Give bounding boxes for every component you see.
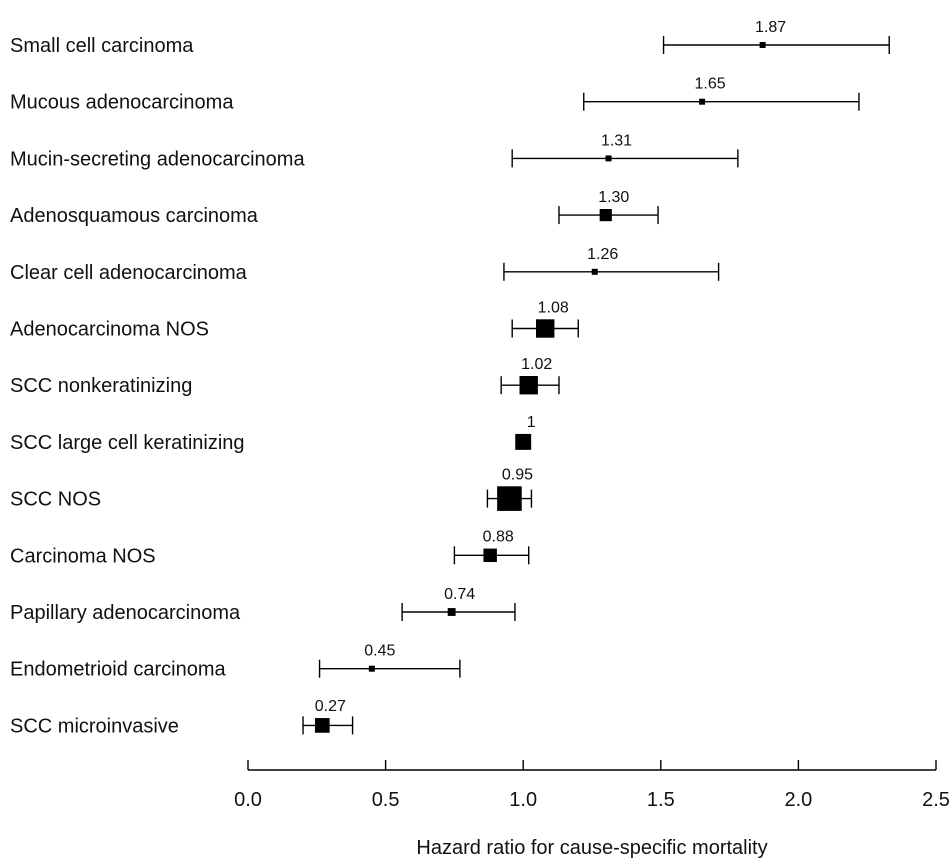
row-label: Papillary adenocarcinoma bbox=[10, 602, 241, 624]
hazard-ratio-marker bbox=[483, 548, 497, 563]
forest-row: Papillary adenocarcinoma 0.74 bbox=[10, 586, 516, 624]
x-tick-label: 2.0 bbox=[784, 789, 812, 811]
x-axis-title: Hazard ratio for cause-specific mortalit… bbox=[416, 837, 767, 859]
row-label: Adenocarcinoma NOS bbox=[10, 319, 209, 341]
hazard-ratio-value: 1.31 bbox=[601, 132, 632, 149]
forest-row: SCC microinvasive 0.27 bbox=[10, 698, 354, 737]
x-tick-label: 0.5 bbox=[372, 789, 400, 811]
hazard-ratio-value: 1.02 bbox=[521, 356, 552, 373]
x-tick-label: 2.5 bbox=[922, 789, 950, 811]
row-label: Endometrioid carcinoma bbox=[10, 659, 227, 681]
row-label: Mucin-secreting adenocarcinoma bbox=[10, 148, 305, 170]
hazard-ratio-marker bbox=[591, 268, 598, 275]
hazard-ratio-value: 1.65 bbox=[695, 76, 726, 93]
x-tick-label: 0.0 bbox=[234, 789, 262, 811]
row-label: Small cell carcinoma bbox=[10, 35, 194, 57]
row-label: Carcinoma NOS bbox=[10, 545, 156, 567]
hazard-ratio-marker bbox=[447, 608, 456, 616]
x-tick-label: 1.0 bbox=[509, 789, 537, 811]
forest-row: SCC NOS 0.95 bbox=[10, 466, 533, 511]
hazard-ratio-value: 0.27 bbox=[315, 698, 346, 715]
x-tick-label: 1.5 bbox=[647, 789, 675, 811]
row-label: SCC nonkeratinizing bbox=[10, 375, 192, 397]
forest-row: Mucous adenocarcinoma 1.65 bbox=[10, 76, 860, 114]
hazard-ratio-value: 0.74 bbox=[444, 586, 475, 603]
hazard-ratio-value: 1 bbox=[527, 414, 536, 431]
forest-row: Carcinoma NOS 0.88 bbox=[10, 529, 530, 567]
forest-row: Small cell carcinoma 1.87 bbox=[10, 19, 890, 57]
hazard-ratio-marker bbox=[519, 376, 538, 395]
hazard-ratio-marker bbox=[368, 665, 375, 672]
row-label: Clear cell adenocarcinoma bbox=[10, 262, 248, 284]
row-label: SCC NOS bbox=[10, 489, 101, 511]
forest-row: SCC nonkeratinizing 1.02 bbox=[10, 356, 560, 397]
hazard-ratio-value: 0.88 bbox=[483, 529, 514, 546]
hazard-ratio-value: 1.26 bbox=[587, 246, 618, 263]
hazard-ratio-value: 1.30 bbox=[598, 189, 629, 206]
row-label: Mucous adenocarcinoma bbox=[10, 92, 234, 114]
hazard-ratio-marker bbox=[314, 718, 330, 733]
forest-row: Mucin-secreting adenocarcinoma 1.31 bbox=[10, 132, 739, 170]
forest-row: Endometrioid carcinoma 0.45 bbox=[10, 643, 461, 681]
rows-layer: Small cell carcinoma 1.87 Mucous adenocarc… bbox=[10, 19, 890, 737]
hazard-ratio-value: 0.45 bbox=[364, 643, 395, 660]
row-label: SCC microinvasive bbox=[10, 715, 179, 737]
x-axis: 0.0 0.5 1.0 1.5 2.0 2.5 bbox=[234, 760, 950, 811]
hazard-ratio-marker bbox=[536, 319, 555, 338]
row-label: Adenosquamous carcinoma bbox=[10, 205, 259, 227]
forest-row: Adenocarcinoma NOS 1.08 bbox=[10, 299, 579, 341]
forest-row: Clear cell adenocarcinoma 1.26 bbox=[10, 246, 720, 284]
hazard-ratio-marker bbox=[515, 433, 532, 450]
row-label: SCC large cell keratinizing bbox=[10, 432, 245, 454]
hazard-ratio-marker bbox=[599, 209, 612, 222]
hazard-ratio-marker bbox=[699, 98, 706, 105]
hazard-ratio-value: 1.08 bbox=[538, 299, 569, 316]
hazard-ratio-value: 1.87 bbox=[755, 19, 786, 36]
hazard-ratio-marker bbox=[759, 42, 766, 48]
forest-row: SCC large cell keratinizing 1 bbox=[10, 414, 536, 454]
hazard-ratio-marker bbox=[605, 155, 612, 162]
forest-row: Adenosquamous carcinoma 1.30 bbox=[10, 189, 659, 227]
hazard-ratio-marker bbox=[497, 486, 522, 511]
hazard-ratio-value: 0.95 bbox=[502, 466, 533, 483]
